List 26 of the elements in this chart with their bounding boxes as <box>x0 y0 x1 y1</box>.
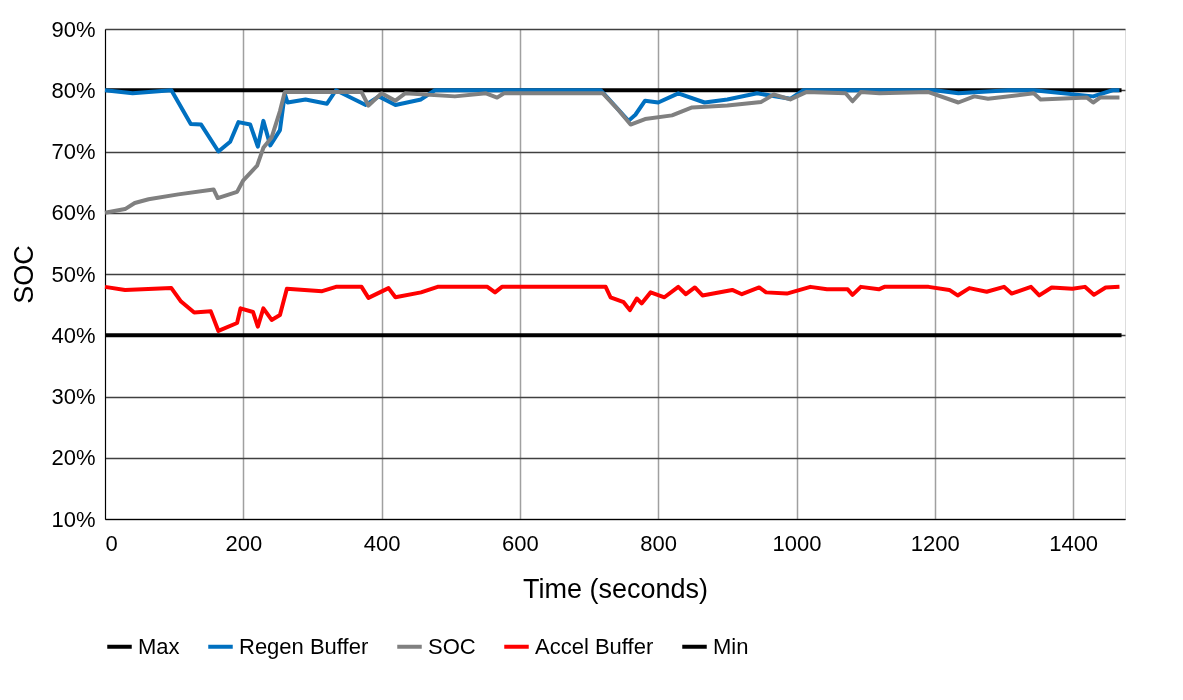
legend-label: Accel Buffer <box>535 633 654 659</box>
x-tick-label: 200 <box>225 530 263 556</box>
legend-label: Regen Buffer <box>239 633 369 659</box>
x-tick-label: 1200 <box>910 530 960 556</box>
x-axis-title: Time (seconds) <box>522 573 709 604</box>
y-axis-title: SOC <box>9 245 40 304</box>
legend-label: Max <box>138 633 180 659</box>
y-tick-label: 20% <box>51 445 96 471</box>
x-tick-label: 0 <box>105 530 118 556</box>
x-tick-label: 800 <box>640 530 678 556</box>
y-tick-label: 90% <box>51 16 96 42</box>
y-tick-label: 30% <box>51 384 96 409</box>
y-tick-label: 70% <box>51 139 96 164</box>
y-tick-label: 40% <box>51 322 96 348</box>
x-tick-label: 1400 <box>1049 530 1099 556</box>
y-tick-label: 60% <box>51 200 96 226</box>
line-series <box>103 284 1122 333</box>
legend-label: SOC <box>428 633 476 659</box>
y-tick-label: 50% <box>51 261 96 287</box>
line-series <box>103 90 1122 215</box>
y-tick-label: 80% <box>51 77 96 103</box>
x-tick-label: 600 <box>502 530 539 556</box>
x-tick-label: 400 <box>363 530 401 556</box>
legend-label: Min <box>713 633 749 659</box>
y-tick-label: 10% <box>51 506 96 532</box>
x-tick-label: 1000 <box>772 530 822 556</box>
